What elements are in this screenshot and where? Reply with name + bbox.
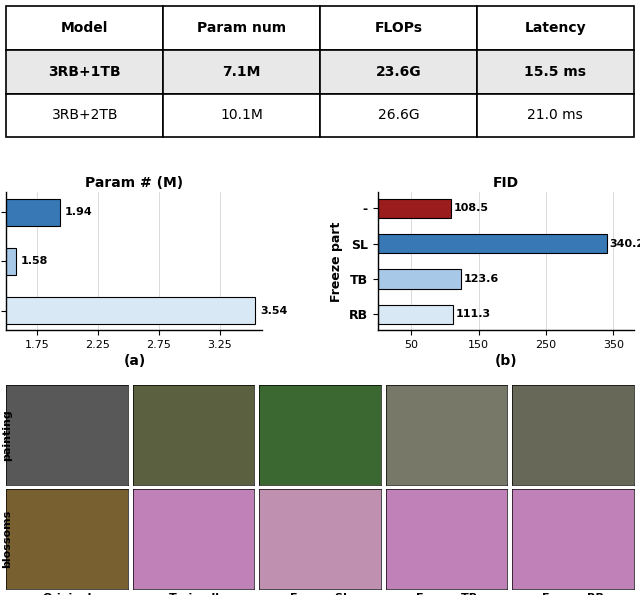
Bar [378,270,461,289]
Y-axis label: Add
blossoms: Add blossoms [0,510,12,568]
Y-axis label: Oil
painting: Oil painting [0,409,12,461]
Bar [378,199,451,218]
Text: 1.94: 1.94 [65,207,93,217]
Text: 3.54: 3.54 [260,306,287,315]
Bar [0,248,16,275]
Bar [0,199,60,226]
Bar [378,305,452,324]
Text: 111.3: 111.3 [455,309,490,320]
Title: FID: FID [493,176,518,190]
X-axis label: (b): (b) [494,354,517,368]
X-axis label: (a): (a) [124,354,145,368]
Title: Param # (M): Param # (M) [85,176,184,190]
X-axis label: Freeze TB: Freeze TB [416,593,477,595]
X-axis label: Freeze SL: Freeze SL [290,593,350,595]
Y-axis label: Freeze part: Freeze part [330,221,343,302]
X-axis label: Freeze RB: Freeze RB [542,593,604,595]
Text: 340.2: 340.2 [609,239,640,249]
Text: 1.58: 1.58 [21,256,49,267]
Bar [378,234,607,253]
Bar [0,297,255,324]
Text: 123.6: 123.6 [463,274,499,284]
Text: 108.5: 108.5 [453,203,488,214]
X-axis label: Original: Original [42,593,92,595]
X-axis label: Train all: Train all [168,593,219,595]
